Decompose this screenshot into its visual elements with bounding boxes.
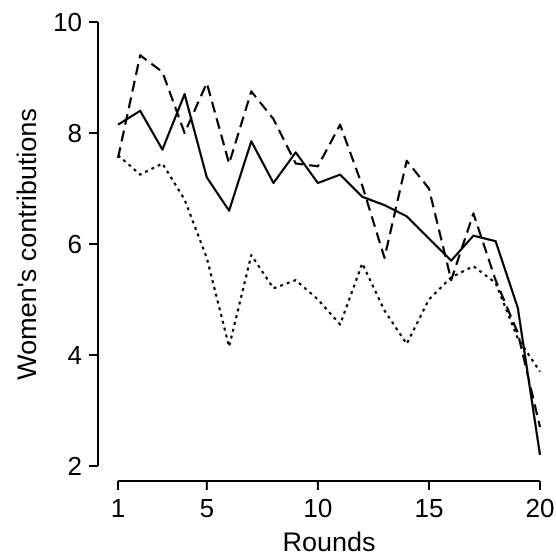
x-axis-title: Rounds [282,527,375,557]
axes [97,22,540,482]
x-tick-label: 1 [111,493,125,523]
y-tick-label: 4 [68,340,82,370]
series-line-solid [117,93,542,456]
series-layer [116,54,542,456]
series-line-dashed [116,54,542,428]
y-tick-label: 8 [68,118,82,148]
y-axis-title: Women's contributions [12,108,42,380]
x-tick-label: 5 [200,493,214,523]
y-tick-label: 10 [53,7,82,37]
y-tick-label: 6 [68,229,82,259]
x-tick-label: 15 [414,493,443,523]
series-line-dotted [117,154,541,373]
x-ticks: 1 5 10 15 20 [111,481,555,523]
x-tick-label: 20 [526,493,555,523]
y-ticks: 2 4 6 8 10 [53,7,98,481]
y-tick-label: 2 [68,451,82,481]
x-tick-label: 10 [303,493,332,523]
